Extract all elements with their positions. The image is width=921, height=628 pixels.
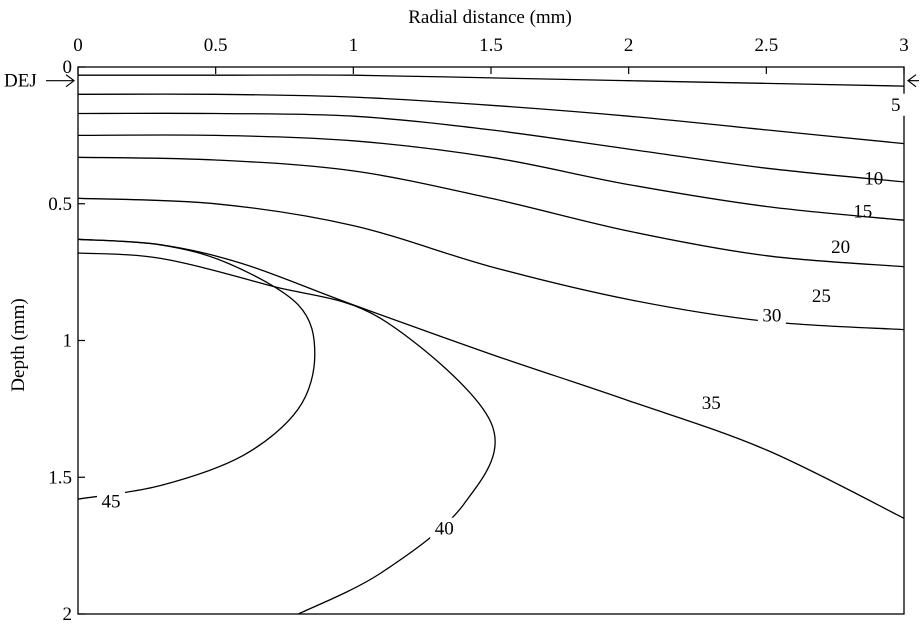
plot-frame: [77, 66, 905, 615]
contour-label-15: 15: [853, 201, 872, 222]
contour-label-40: 40: [435, 519, 454, 540]
x-tick-label: 2: [624, 35, 634, 56]
dej-marker: DEJ: [4, 71, 919, 92]
x-tick-label: 2.5: [754, 35, 778, 56]
y-tick-label: 1: [63, 331, 73, 352]
x-axis-title: Radial distance (mm): [408, 7, 572, 28]
x-tick-label: 3: [899, 35, 909, 56]
contour-line-10: [77, 93, 905, 145]
dej-label: DEJ: [4, 71, 37, 92]
contour-label-5: 5: [891, 95, 901, 116]
contour-label-bg: [430, 517, 459, 540]
contour-label-bg: [881, 93, 910, 116]
contour-label-30: 30: [762, 305, 781, 326]
contour-line-15: [77, 112, 905, 183]
y-tick-label: 2: [63, 604, 73, 625]
y-axis-title: Depth (mm): [8, 298, 29, 391]
x-tick-label: 1.5: [479, 35, 503, 56]
x-tick-label: 0: [73, 35, 83, 56]
y-tick-label: 0.5: [48, 194, 72, 215]
contour-label-bg: [826, 235, 855, 258]
axis-ticks: 0 0.5 1 1.5 2 2.5 300.511.52: [48, 35, 909, 625]
contour-label-35: 35: [702, 393, 721, 414]
contour-label-20: 20: [831, 237, 850, 258]
y-tick-label: 1.5: [48, 467, 72, 488]
contour-line-5: [77, 74, 905, 87]
contour-label-bg: [807, 285, 836, 308]
contour-line-35: [77, 238, 905, 519]
contour-line-20: [77, 134, 905, 221]
contour-label-bg: [97, 490, 126, 513]
contour-line-40: [77, 252, 496, 615]
x-tick-label: 1: [349, 35, 359, 56]
dej-right-arrow-head: [907, 74, 917, 88]
contour-label-45: 45: [102, 491, 121, 512]
dej-left-arrow-head: [65, 74, 75, 88]
contour-line-45: [77, 238, 316, 500]
plot-border: [77, 66, 905, 615]
contour-line-25: [77, 156, 905, 268]
x-tick-label: 0.5: [204, 35, 228, 56]
y-tick-label: 0: [63, 57, 73, 78]
contour-label-25: 25: [812, 286, 831, 307]
contour-label-bg: [697, 391, 726, 414]
contour-label-bg: [757, 304, 786, 327]
